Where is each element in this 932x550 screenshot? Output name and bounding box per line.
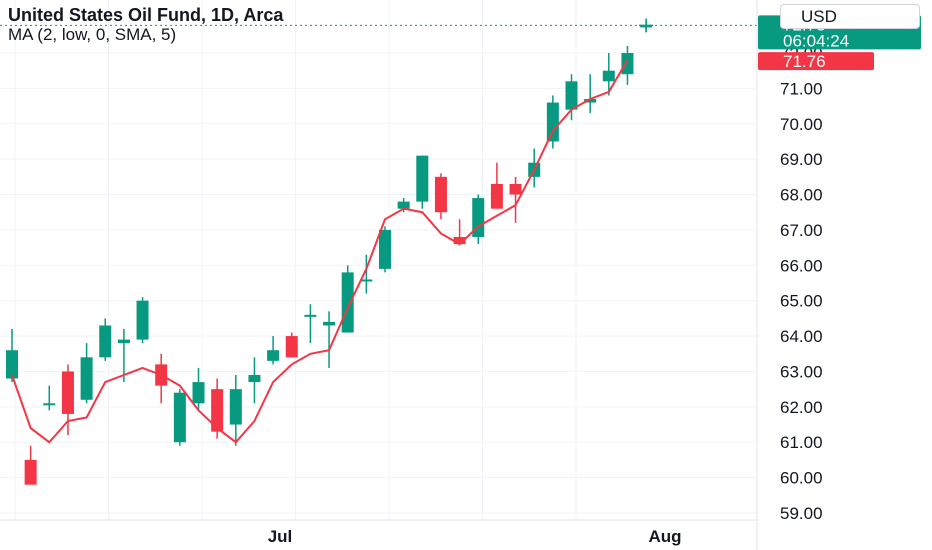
candle[interactable] [323,311,336,368]
price-tick-label: 59.00 [780,504,823,523]
time-axis[interactable]: Jul Aug [268,527,682,546]
candle[interactable] [490,162,503,209]
candle[interactable] [434,173,447,220]
candle-body [416,155,429,202]
ma-value-tag: 71.76 [758,52,874,71]
candle-body [341,272,354,333]
candle[interactable] [341,265,354,333]
ma-value-label: 71.76 [783,52,826,71]
candle-body [24,459,37,485]
candle[interactable] [584,74,597,114]
candle[interactable] [565,74,578,121]
candle[interactable] [472,194,485,245]
price-tick-label: 65.00 [780,292,823,311]
price-tick-label: 66.00 [780,256,823,275]
candle-body [546,102,559,142]
candle[interactable] [61,364,74,436]
candle-body [211,389,224,432]
candle-body [229,389,242,425]
candle-body [192,382,205,404]
ma-line [11,59,629,444]
candle-body [602,70,615,82]
candle-body [565,81,578,110]
candle-body [584,99,597,103]
chart-title: United States Oil Fund, 1D, Arca [8,5,284,25]
candle-body [472,198,485,237]
indicator-legend[interactable]: MA (2, low, 0, SMA, 5) [8,25,177,44]
price-tick-label: 69.00 [780,150,823,169]
candle-body [379,229,391,269]
price-tick-label: 61.00 [780,433,823,452]
candle[interactable] [602,53,615,96]
price-tick-label: 60.00 [780,469,823,488]
price-tick-label: 67.00 [780,221,823,240]
last-price-countdown: 06:04:24 [783,31,849,50]
candle-body [43,403,56,406]
candle-body [360,279,373,282]
candle-body [267,350,280,361]
candle-body [99,325,112,358]
candle[interactable] [6,329,18,383]
candle[interactable] [24,445,37,485]
candle-body [173,392,186,443]
candle[interactable] [80,343,93,404]
candle-body [285,336,298,358]
candle[interactable] [117,329,130,383]
candle-body [453,237,466,245]
candle-body [61,371,74,414]
candle-body [80,357,93,400]
price-axis[interactable]: 59.00 60.00 61.00 62.00 63.00 64.00 65.00 66.00… [780,44,823,523]
candle-body [304,314,317,317]
candle[interactable] [621,45,634,85]
candle[interactable] [453,219,466,245]
candle-body [323,321,336,326]
candle-body [490,183,503,209]
candle[interactable] [173,389,186,446]
candle[interactable] [360,254,373,294]
candle-body [509,183,522,195]
candle[interactable] [397,198,410,213]
candle-body [117,339,130,344]
time-tick-label: Jul [268,527,293,546]
candle[interactable] [229,375,242,446]
price-tick-label: 70.00 [780,115,823,134]
candles[interactable] [6,21,653,485]
candle[interactable] [192,367,205,411]
candle-body [621,53,634,75]
candle[interactable] [43,385,56,411]
candle[interactable] [136,297,149,344]
candle[interactable] [509,176,522,223]
price-tick-label: 71.00 [780,79,823,98]
candle-body [136,300,149,340]
gridlines [0,0,757,520]
candle[interactable] [211,378,224,439]
ma-value-tag-bg [758,52,874,71]
candle[interactable] [379,226,391,273]
price-tick-label: 68.00 [780,186,823,205]
price-tick-label: 63.00 [780,362,823,381]
candle[interactable] [267,336,280,365]
candle-body [6,350,18,379]
candle-body [397,201,410,209]
candle[interactable] [285,332,298,358]
candle[interactable] [99,318,112,361]
candle[interactable] [248,357,261,404]
price-tick-label: 62.00 [780,398,823,417]
crosshair-plus-icon [639,18,654,33]
candle-body [434,176,447,213]
time-tick-label: Aug [648,527,681,546]
candle[interactable] [416,155,429,209]
currency-selector[interactable]: USD [780,4,920,29]
candle-body [248,375,261,383]
candle[interactable] [546,95,559,149]
candle[interactable] [304,304,317,344]
price-tick-label: 64.00 [780,327,823,346]
